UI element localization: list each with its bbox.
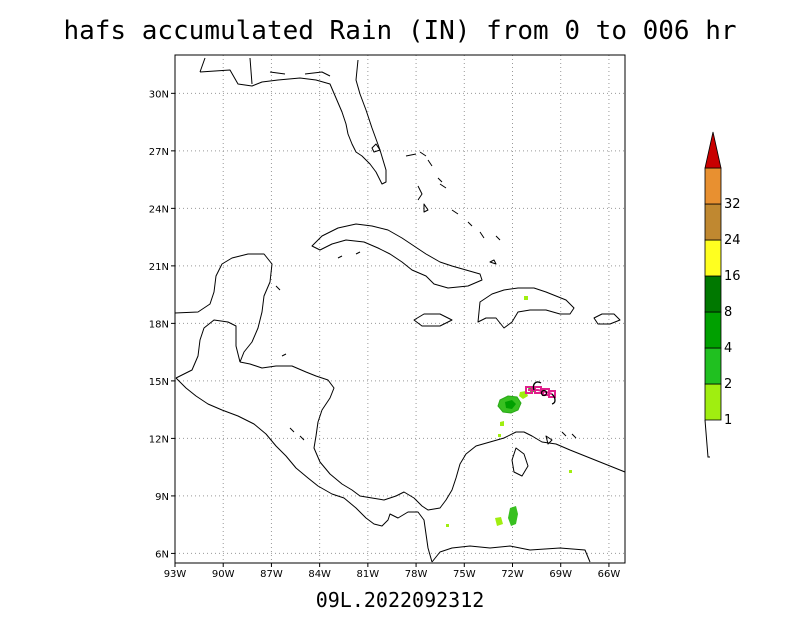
central-america-pacific	[175, 377, 433, 563]
lat-tick-label: 27N	[149, 147, 169, 158]
cuba	[311, 223, 483, 289]
rain-area	[569, 470, 572, 473]
coastlines	[174, 57, 626, 563]
colorbar-top-arrow	[704, 131, 722, 169]
swan-islands	[281, 353, 287, 357]
track-point	[525, 386, 533, 394]
turks-caicos	[489, 259, 497, 265]
cozumel	[275, 285, 281, 291]
us-gulf-coast	[199, 57, 387, 185]
track-point	[548, 390, 556, 398]
lake-maracaibo	[511, 447, 529, 477]
axis-labels: 93W 90W 87W 84W 81W 78W 75W 72W 69W 66W 30N 27N 24N 2…	[149, 89, 621, 580]
mexico-yucatan-coast	[174, 253, 273, 379]
colorbar-segment	[704, 167, 722, 205]
colorbar-segment	[704, 347, 722, 385]
bahamas	[405, 151, 501, 241]
lon-tick-label: 81W	[357, 569, 380, 580]
lat-tick-label: 6N	[155, 549, 169, 560]
puerto-rico	[593, 313, 621, 325]
lat-tick-label: 24N	[149, 204, 169, 215]
lat-tick-label: 18N	[149, 319, 169, 330]
colorbar-segment	[704, 275, 722, 313]
map-title: hafs accumulated Rain (IN) from 0 to 006…	[63, 16, 737, 46]
rain-area	[505, 400, 516, 409]
lon-tick-label: 66W	[598, 569, 621, 580]
lat-tick-label: 12N	[149, 434, 169, 445]
rain-area	[500, 421, 504, 426]
lon-tick-label: 69W	[549, 569, 572, 580]
cayman-islands	[337, 251, 361, 259]
colorbar-segment	[704, 239, 722, 277]
colorbar-level-label: 2	[724, 377, 732, 392]
rain-accumulation-areas	[446, 296, 572, 527]
colorbar-segment	[704, 203, 722, 241]
lat-tick-label: 30N	[149, 89, 169, 100]
lat-tick-label: 21N	[149, 262, 169, 273]
map-frame	[174, 54, 626, 564]
jamaica	[413, 313, 453, 327]
lon-tick-label: 90W	[212, 569, 235, 580]
lon-tick-label: 72W	[501, 569, 524, 580]
colorbar-segment	[704, 311, 722, 349]
lon-tick-label: 84W	[308, 569, 331, 580]
colorbar-level-label: 16	[724, 269, 741, 284]
colorbar-segment	[704, 383, 722, 421]
south-america-coast	[431, 545, 591, 563]
lon-tick-label: 78W	[405, 569, 428, 580]
graticule	[175, 55, 625, 563]
lat-tick-label: 9N	[155, 492, 169, 503]
track-point	[534, 386, 542, 394]
lesser-antilles	[545, 431, 577, 445]
lon-tick-label: 93W	[164, 569, 187, 580]
hurricane-symbol-icon	[532, 381, 556, 405]
rain-area	[495, 517, 503, 526]
colorbar-tail	[704, 419, 710, 458]
rain-area	[508, 506, 518, 526]
hispaniola	[477, 287, 575, 329]
colorbar-level-label: 24	[724, 233, 741, 248]
colorbar-level-label: 8	[724, 305, 732, 320]
rain-area	[446, 524, 449, 527]
central-america-caribbean	[239, 361, 626, 511]
colorbar-level-label: 32	[724, 197, 741, 212]
colorbar-level-label: 4	[724, 341, 732, 356]
lon-tick-label: 75W	[453, 569, 476, 580]
florida-keys	[371, 143, 381, 153]
andaman-islets	[289, 427, 305, 441]
rain-area	[498, 434, 501, 437]
colorbar-level-label: 1	[724, 413, 732, 428]
storm-track	[525, 381, 556, 405]
forecast-id-label: 09L.2022092312	[315, 588, 485, 612]
rain-area	[524, 296, 528, 300]
lat-tick-label: 15N	[149, 377, 169, 388]
lon-tick-label: 87W	[260, 569, 283, 580]
